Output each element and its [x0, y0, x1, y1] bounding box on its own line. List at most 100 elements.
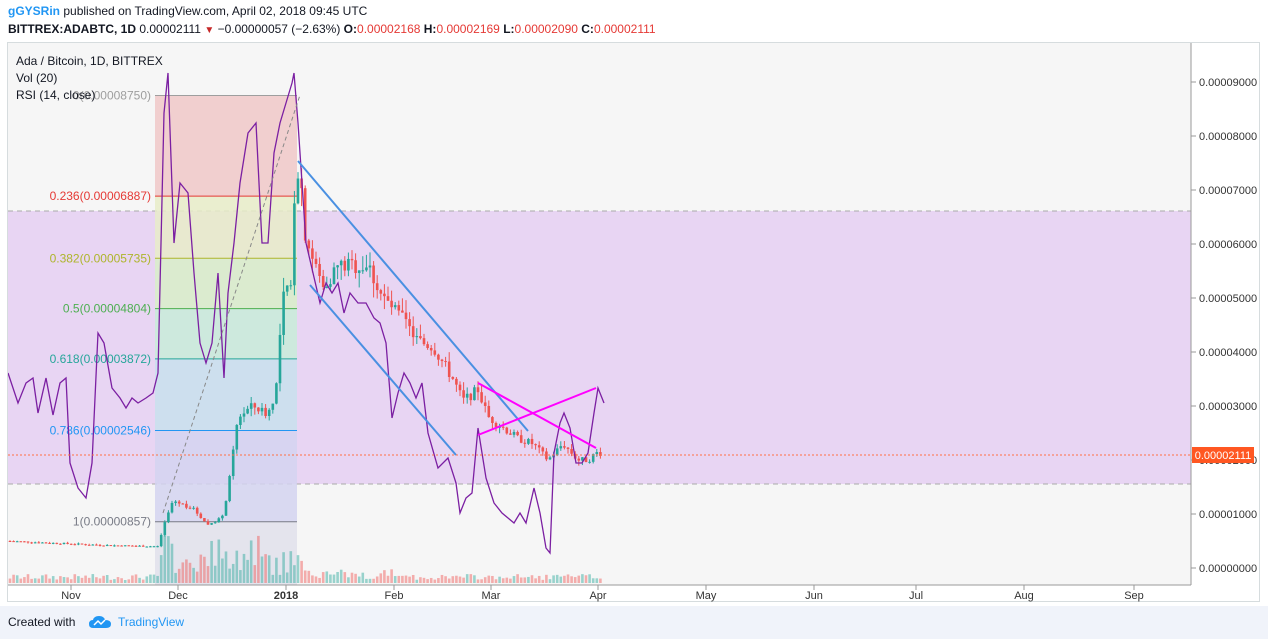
- candle-body: [487, 405, 491, 418]
- volume-bar: [127, 579, 131, 583]
- time-tick-label: Mar: [482, 590, 501, 602]
- candle-body: [339, 260, 343, 266]
- candle-body: [386, 296, 390, 301]
- tradingview-cloud-icon[interactable]: [88, 614, 112, 630]
- candle-body: [505, 427, 509, 434]
- fib-level-label: 1(0.00000857): [73, 515, 151, 529]
- volume-bar: [156, 575, 159, 583]
- current-price-badge: 0.00002111: [1192, 447, 1254, 463]
- volume-bar: [199, 554, 203, 583]
- tradingview-link[interactable]: TradingView: [118, 615, 185, 629]
- volume-bar: [555, 574, 559, 583]
- channel-lower-line[interactable]: [309, 284, 457, 456]
- volume-bar: [278, 574, 282, 583]
- candle-body: [109, 545, 113, 547]
- candle-body: [84, 544, 87, 546]
- candle-body: [347, 258, 350, 271]
- chart-area[interactable]: 0(0.00008750) 0.236(0.00006887) 0.382(0.00…: [7, 42, 1260, 602]
- volume-bar: [48, 578, 51, 583]
- volume-bar: [231, 563, 235, 583]
- candle-body: [501, 426, 505, 428]
- candle-body: [77, 543, 80, 545]
- volume-bar: [361, 572, 365, 583]
- candle-body: [397, 305, 401, 311]
- open-label: O:: [343, 22, 358, 36]
- volume-bar: [523, 577, 527, 583]
- candle-body: [199, 513, 203, 519]
- volume-bar: [541, 579, 545, 583]
- fib-level-label: 0(0.00008750): [73, 89, 151, 103]
- volume-bar: [192, 567, 195, 583]
- volume-bar: [512, 576, 516, 583]
- fib-zone: [155, 196, 297, 259]
- volume-bar: [87, 577, 91, 583]
- volume-bar: [264, 554, 267, 583]
- candle-body: [185, 503, 188, 508]
- fib-trend-line[interactable]: [162, 94, 301, 514]
- candle-body: [483, 402, 487, 406]
- candle-body: [181, 503, 185, 505]
- volume-bar: [372, 578, 375, 583]
- volume-bar: [134, 574, 138, 583]
- candle-body: [210, 523, 213, 525]
- volume-bar: [210, 540, 213, 583]
- volume-bar: [26, 574, 30, 583]
- legend-rsi: RSI (14, close): [16, 88, 95, 102]
- candle-body: [591, 454, 595, 462]
- volume-bar: [206, 566, 210, 583]
- fib-retracement[interactable]: 0(0.00008750) 0.236(0.00006887) 0.382(0.00…: [50, 89, 297, 586]
- candle-body: [343, 260, 347, 271]
- candle-body: [368, 265, 372, 268]
- candle-body: [235, 424, 239, 450]
- publish-text: published on TradingView.com, April 02, …: [63, 4, 368, 18]
- volume-bar: [271, 574, 275, 583]
- volume-bar: [8, 578, 12, 583]
- volume-bar: [23, 577, 26, 583]
- candle-body: [285, 285, 289, 292]
- candle-body: [37, 542, 41, 544]
- volume-bar: [465, 574, 469, 583]
- candle-body: [177, 501, 181, 504]
- wedge-rising-line[interactable]: [477, 387, 597, 436]
- time-axis[interactable]: Nov Dec 2018 Feb Mar Apr May Jun Jul Aug Sep: [61, 585, 1144, 602]
- price-axis[interactable]: 0.00009000 0.00008000 0.00007000 0.00006000…: [1191, 77, 1257, 575]
- candle-body: [559, 446, 563, 449]
- candle-body: [566, 447, 570, 449]
- volume-bar: [393, 576, 397, 583]
- volume-bar: [458, 576, 462, 583]
- wedge-falling-line[interactable]: [477, 382, 597, 449]
- candle-body: [541, 447, 545, 452]
- price-tick-label: 0.00003000: [1199, 401, 1257, 413]
- candle-body: [329, 284, 332, 287]
- volume-bar: [296, 555, 300, 583]
- volume-bar: [149, 574, 152, 583]
- volume-bar: [440, 574, 444, 583]
- volume-bar: [123, 579, 127, 583]
- candle-body: [350, 258, 354, 261]
- close-label: C:: [581, 22, 594, 36]
- candle-body: [59, 543, 62, 545]
- channel-upper-line[interactable]: [297, 160, 529, 432]
- chart-canvas[interactable]: 0(0.00008750) 0.236(0.00006887) 0.382(0.00…: [7, 43, 1261, 603]
- volume-bar: [357, 576, 361, 583]
- candle-body: [296, 178, 300, 204]
- volume-bar: [102, 575, 105, 583]
- candle-body: [113, 545, 116, 547]
- volume-bar: [563, 575, 566, 583]
- volume-bar: [325, 571, 329, 583]
- candle-body: [260, 407, 264, 412]
- publish-info: gGYSRin published on TradingView.com, Ap…: [8, 4, 367, 18]
- volume-bar: [505, 577, 509, 583]
- volume-bar: [152, 574, 156, 583]
- candle-body: [581, 457, 584, 461]
- author-link[interactable]: gGYSRin: [8, 4, 61, 18]
- candle-body: [379, 290, 383, 294]
- legend-vol: Vol (20): [16, 71, 57, 85]
- time-tick-label: Sep: [1124, 590, 1144, 602]
- candle-body: [55, 542, 59, 544]
- volume-bar: [534, 578, 537, 583]
- high-label: H:: [423, 22, 437, 36]
- high-value: 0.00002169: [436, 22, 500, 36]
- candle-body: [8, 541, 12, 542]
- candle-body: [336, 265, 339, 268]
